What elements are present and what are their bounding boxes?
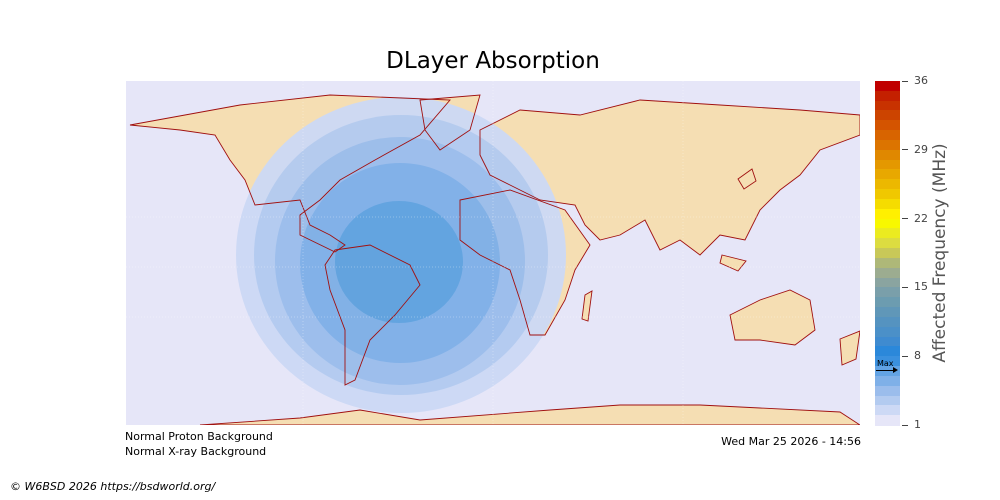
colorbar-band	[875, 346, 900, 357]
colorbar-band	[875, 375, 900, 387]
colorbar-band	[875, 238, 900, 249]
colorbar-tick: 36	[902, 74, 928, 87]
colorbar-band	[875, 228, 900, 239]
colorbar-tick: 15	[902, 280, 928, 293]
contour-level-6	[335, 201, 463, 323]
colorbar-tick: 8	[902, 349, 921, 362]
colorbar-band	[875, 208, 900, 220]
colorbar-band	[875, 100, 900, 112]
colorbar-band	[875, 110, 900, 121]
colorbar-label: Affected Frequency (MHz)	[930, 143, 950, 363]
colorbar-band	[875, 248, 900, 259]
absorption-contours	[236, 97, 566, 413]
colorbar-band	[875, 149, 900, 161]
colorbar-band	[875, 316, 900, 328]
colorbar-band	[875, 415, 900, 426]
colorbar-band	[875, 218, 900, 230]
colorbar-band	[875, 81, 900, 92]
colorbar-band	[875, 267, 900, 279]
colorbar-band	[875, 189, 900, 200]
xray-status: Normal X-ray Background	[125, 445, 267, 458]
colorbar-band	[875, 90, 900, 102]
colorbar-band	[875, 277, 900, 288]
colorbar-band	[875, 405, 900, 416]
colorbar-tick: 29	[902, 143, 928, 156]
colorbar-band	[875, 159, 900, 171]
colorbar-band	[875, 297, 900, 308]
colorbar-band	[875, 120, 900, 131]
colorbar-band	[875, 198, 900, 210]
colorbar-band	[875, 169, 900, 180]
colorbar-tick: 1	[902, 418, 921, 431]
colorbar-band	[875, 257, 900, 269]
colorbar-band	[875, 130, 900, 141]
colorbar-band	[875, 307, 900, 318]
graticule	[126, 81, 860, 425]
world-map	[126, 81, 860, 425]
credit: © W6BSD 2026 https://bsdworld.org/	[10, 480, 216, 493]
timestamp: Wed Mar 25 2026 - 14:56	[721, 435, 861, 448]
max-arrow-icon	[876, 366, 898, 373]
proton-status: Normal Proton Background	[125, 430, 273, 443]
colorbar-tick: 22	[902, 212, 928, 225]
colorbar	[875, 81, 900, 426]
colorbar-band	[875, 139, 900, 151]
colorbar-band	[875, 366, 900, 377]
chart-title: DLayer Absorption	[386, 48, 600, 74]
max-marker-label: Max	[877, 358, 894, 368]
colorbar-band	[875, 385, 900, 397]
colorbar-band	[875, 336, 900, 347]
colorbar-band	[875, 179, 900, 190]
colorbar-band	[875, 395, 900, 406]
colorbar-band	[875, 326, 900, 338]
colorbar-band	[875, 356, 900, 367]
colorbar-band	[875, 287, 900, 298]
